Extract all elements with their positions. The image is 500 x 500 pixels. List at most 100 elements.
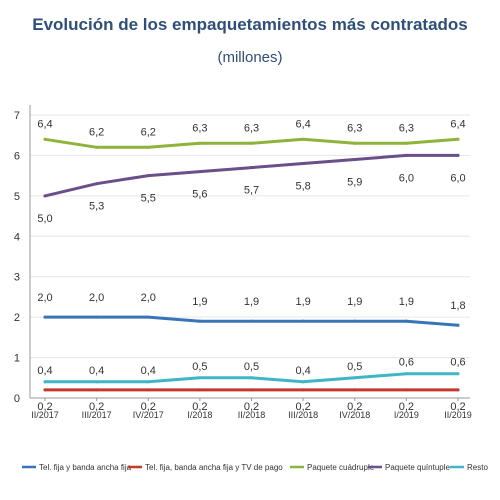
y-tick-label: 2 (14, 312, 20, 324)
chart-subtitle: (millones) (217, 49, 282, 66)
data-point (404, 141, 408, 145)
data-label: 1,9 (347, 296, 362, 308)
data-point (146, 315, 150, 319)
legend: Tel. fija y banda ancha fija Tel. fija, b… (22, 463, 488, 472)
x-tick-label: I/2019 (394, 410, 419, 420)
data-point (250, 166, 253, 170)
data-point (198, 319, 202, 323)
data-point (301, 137, 305, 141)
legend-entry: Paquete quíntuple (385, 463, 450, 472)
x-tick-label: IV/2018 (339, 410, 370, 420)
data-label: 0,5 (192, 361, 207, 373)
data-point (43, 380, 47, 384)
x-tick-label: II/2019 (444, 410, 472, 420)
data-labels: 2,0 2,0 2,0 1,9 1,9 1,9 1,9 1,9 1,8 0,2 0,2 0,2 0,2 0… (37, 118, 465, 413)
legend-entry: Tel. fija, banda ancha fija y TV de pago (145, 463, 283, 472)
data-label: 2,0 (141, 292, 156, 304)
data-point (250, 376, 253, 380)
data-label: 1,9 (295, 296, 310, 308)
data-label: 0,2 (192, 401, 207, 413)
data-label: 5,0 (37, 213, 52, 225)
data-label: 6,3 (192, 122, 207, 134)
data-point (250, 141, 253, 145)
data-label: 6,2 (141, 126, 156, 138)
data-point (301, 162, 305, 166)
y-tick-label: 5 (14, 191, 20, 203)
data-label: 2,0 (37, 292, 52, 304)
data-label: 0,2 (244, 401, 259, 413)
chart-title: Evolución de los empaquetamientos más co… (32, 15, 468, 34)
data-point (43, 137, 47, 141)
data-point (404, 319, 408, 323)
data-label: 6,3 (347, 122, 362, 134)
x-tick-label: IV/2017 (133, 410, 164, 420)
data-label: 1,8 (450, 300, 465, 312)
data-point (250, 319, 253, 323)
data-label: 0,6 (399, 357, 414, 369)
data-point (198, 388, 202, 392)
data-point (353, 376, 357, 380)
data-label: 0,2 (450, 401, 465, 413)
data-point (250, 388, 253, 392)
data-point (198, 141, 202, 145)
data-label: 0,2 (399, 401, 414, 413)
data-label: 6,4 (37, 118, 52, 130)
y-tick-label: 3 (14, 272, 20, 284)
data-point (146, 388, 150, 392)
data-point (353, 157, 357, 161)
data-label: 2,0 (89, 292, 104, 304)
data-label: 6,0 (450, 172, 465, 184)
data-point (301, 319, 305, 323)
x-tick-label: III/2017 (82, 410, 112, 420)
data-point (198, 376, 202, 380)
data-point (146, 145, 150, 149)
data-point (404, 153, 408, 157)
data-label: 1,9 (399, 296, 414, 308)
legend-entry: Resto (467, 463, 488, 472)
data-point (456, 388, 460, 392)
data-label: 1,9 (192, 296, 207, 308)
data-point (146, 380, 150, 384)
y-tick-label: 7 (14, 110, 20, 122)
data-point (353, 388, 357, 392)
data-label: 0,2 (141, 401, 156, 413)
data-label: 0,2 (37, 401, 52, 413)
data-label: 6,2 (89, 126, 104, 138)
data-point (456, 137, 460, 141)
data-point (301, 380, 305, 384)
legend-entry: Tel. fija y banda ancha fija (39, 463, 132, 472)
data-label: 5,9 (347, 176, 362, 188)
legend-entry: Paquete cuádruple (307, 463, 375, 472)
data-point (95, 380, 99, 384)
data-label: 0,2 (347, 401, 362, 413)
x-tick-label: II/2018 (238, 410, 266, 420)
data-label: 0,2 (295, 401, 310, 413)
data-point (95, 388, 99, 392)
y-tick-label: 4 (14, 231, 20, 243)
series-group (43, 137, 460, 392)
data-point (43, 194, 47, 198)
y-tick-label: 1 (14, 353, 20, 365)
x-tick-label: III/2018 (288, 410, 318, 420)
data-point (404, 388, 408, 392)
data-point (95, 315, 99, 319)
data-label: 6,4 (295, 118, 310, 130)
data-label: 5,3 (89, 201, 104, 213)
data-point (43, 315, 47, 319)
data-point (198, 170, 202, 174)
data-point (353, 319, 357, 323)
data-label: 6,3 (399, 122, 414, 134)
data-point (404, 372, 408, 376)
data-label: 6,3 (244, 122, 259, 134)
x-tick-label: I/2018 (187, 410, 212, 420)
x-tick-label: II/2017 (31, 410, 59, 420)
data-point (43, 388, 47, 392)
data-point (456, 372, 460, 376)
data-label: 0,2 (89, 401, 104, 413)
data-label: 6,4 (450, 118, 465, 130)
data-point (301, 388, 305, 392)
data-label: 5,8 (295, 181, 310, 193)
data-label: 0,4 (89, 365, 104, 377)
data-label: 0,5 (347, 361, 362, 373)
data-label: 0,4 (37, 365, 52, 377)
